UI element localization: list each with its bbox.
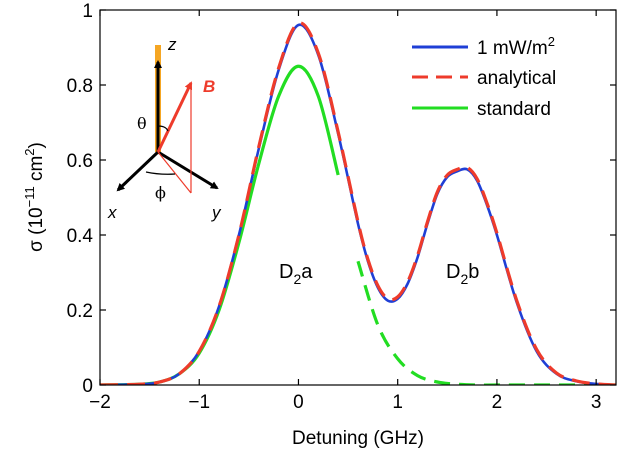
legend: 1 mW/m2 analytical standard — [412, 34, 556, 120]
y-axis-label-mid: cm — [26, 156, 47, 187]
annotation-d2b-post: b — [468, 261, 479, 283]
legend-label-1mw-base: 1 mW/m — [477, 38, 548, 59]
y-axis-inset-label: y — [211, 203, 222, 222]
y-tick-label: 0.4 — [67, 226, 94, 247]
annotation-d2b: D2b — [446, 261, 479, 287]
annotation-d2a-base: D — [279, 261, 293, 283]
annotation-d2a-post: a — [301, 261, 313, 283]
plot-frame — [99, 9, 617, 386]
y-axis-label-exp2: 2 — [22, 148, 37, 155]
annotation-d2b-sub: 2 — [460, 271, 468, 287]
y-tick-label: 1 — [82, 1, 93, 22]
y-tick-label: 0.2 — [67, 301, 93, 322]
y-tick-label: 0.8 — [67, 76, 93, 97]
annotation-d2b-base: D — [446, 261, 460, 283]
y-axis-label-pre: σ (10 — [26, 207, 47, 251]
phi-label: ϕ — [155, 183, 166, 202]
y-axis-label: σ (10−11 cm2) — [22, 142, 47, 252]
legend-label-standard: standard — [477, 99, 551, 120]
orientation-inset: z x y B θ ϕ — [107, 35, 222, 222]
legend-label-analytical: analytical — [477, 68, 556, 89]
tick-labels: −2 −1 0 1 2 3 0 0.2 0.4 0.6 0.8 1 — [67, 1, 602, 413]
x-tick-label: 2 — [492, 392, 503, 413]
b-projection-horizontal — [157, 151, 192, 194]
x-tick-label: 0 — [293, 392, 304, 413]
y-tick-label: 0.6 — [67, 151, 93, 172]
y-tick-label: 0 — [82, 376, 93, 397]
phi-arc — [145, 171, 176, 175]
y-axis-label-post: ) — [26, 142, 47, 148]
x-tick-label: 3 — [591, 392, 602, 413]
curves — [100, 21, 616, 385]
x-axis-label: Detuning (GHz) — [292, 428, 424, 449]
y-axis-arrow — [157, 150, 219, 190]
series-line-standard-solid — [100, 64, 340, 385]
x-tick-label: 1 — [392, 392, 403, 413]
x-axis-arrow — [116, 150, 160, 192]
x-tick-label: −1 — [188, 392, 210, 413]
x-tick-label: −2 — [89, 392, 111, 413]
theta-label: θ — [137, 114, 147, 133]
x-axis-inset-label: x — [107, 203, 117, 222]
series-line-standard-dashed — [356, 260, 616, 385]
legend-label-1mw: 1 mW/m2 — [477, 34, 555, 59]
b-vector-arrow — [156, 81, 193, 153]
theta-arc — [157, 125, 169, 132]
y-axis-label-exp1: −11 — [22, 186, 37, 207]
annotation-d2a-sub: 2 — [293, 271, 301, 287]
series-line-analytical — [100, 21, 616, 385]
z-axis-label: z — [167, 35, 177, 54]
annotation-d2a: D2a — [279, 261, 313, 287]
ticks — [99, 9, 616, 386]
b-vector-label: B — [203, 77, 215, 96]
legend-label-1mw-sup: 2 — [548, 34, 555, 49]
